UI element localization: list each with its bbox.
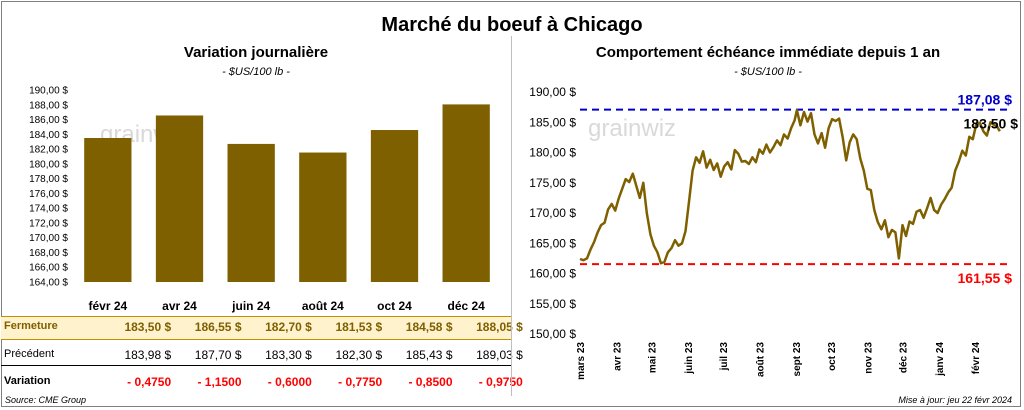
x-tick-label: sept 23: [792, 342, 803, 377]
y-tick-label: 190,00 $: [529, 85, 576, 99]
fermeture-cell: 183,50 $: [124, 320, 172, 334]
y-tick-label: 166,00 $: [29, 263, 68, 274]
y-tick-label: 170,00 $: [29, 233, 68, 244]
precedent-cell: 185,43 $: [405, 348, 453, 362]
x-tick-label: avr 24: [162, 299, 197, 313]
y-tick-label: 184,00 $: [29, 130, 68, 141]
fermeture-cell: 188,05 $: [476, 320, 523, 334]
x-tick-label: mai 23: [648, 342, 659, 374]
bar: [370, 130, 419, 282]
x-tick-label: nov 23: [863, 342, 874, 374]
watermark: grainwiz: [588, 115, 676, 142]
y-tick-label: 150,00 $: [529, 327, 576, 341]
main-title: Marché du boeuf à Chicago: [381, 14, 643, 36]
y-tick-label: 176,00 $: [29, 189, 68, 200]
x-tick-label: juin 23: [684, 342, 695, 375]
y-tick-label: 175,00 $: [529, 176, 576, 190]
x-tick-label: avr 23: [612, 342, 623, 371]
x-tick-label: oct 24: [377, 299, 412, 313]
right-line-chart: 150,00 $ 155,00 $ 160,00 $ 165,00 $ 170,00 $…: [529, 85, 1019, 380]
source-note: Source: CME Group: [5, 395, 87, 405]
precedent-cell: 183,98 $: [124, 348, 172, 362]
right-chart-subtitle: - $US/100 lb -: [734, 66, 802, 78]
variation-cell: - 0,7750: [338, 375, 383, 389]
x-tick-label: janv 24: [935, 342, 946, 377]
y-tick-label: 182,00 $: [29, 145, 68, 156]
left-chart-title: Variation journalière: [183, 44, 329, 61]
variation-label: Variation: [4, 375, 51, 387]
variation-cell: - 1,1500: [197, 375, 242, 389]
y-tick-label: 155,00 $: [529, 297, 576, 311]
last-value-label: 183,50 $: [964, 115, 1019, 131]
variation-cell: - 0,4750: [127, 375, 172, 389]
fermeture-cell: 186,55 $: [194, 320, 242, 334]
y-tick-label: 180,00 $: [529, 146, 576, 160]
precedent-band: [1, 343, 511, 366]
y-tick-label: 185,00 $: [529, 115, 576, 129]
y-tick-label: 174,00 $: [29, 204, 68, 215]
left-chart-subtitle: - $US/100 lb -: [222, 66, 290, 78]
y-tick-label: 172,00 $: [29, 218, 68, 229]
x-tick-label: févr 24: [88, 299, 127, 313]
bar: [155, 115, 204, 282]
update-note: Mise à jour: jeu 22 févr 2024: [898, 395, 1012, 405]
x-tick-label: mars 23: [576, 342, 587, 380]
fermeture-cell: 184,58 $: [405, 320, 453, 334]
bar: [227, 143, 275, 282]
y-tick-label: 178,00 $: [29, 174, 68, 185]
bar: [84, 138, 132, 282]
bar: [299, 152, 347, 282]
max-label: 187,08 $: [958, 92, 1013, 108]
x-tick-label: déc 24: [447, 299, 485, 313]
precedent-cell: 187,70 $: [194, 348, 242, 362]
panel-divider: [511, 36, 512, 396]
y-tick-label: 165,00 $: [529, 236, 576, 250]
variation-cell: - 0,9750: [478, 375, 523, 389]
x-tick-label: oct 23: [827, 342, 838, 371]
variation-cell: - 0,6000: [267, 375, 312, 389]
precedent-cell: 183,30 $: [265, 348, 312, 362]
variation-cell: - 0,8500: [408, 375, 453, 389]
y-tick-label: 186,00 $: [29, 115, 68, 126]
y-tick-label: 164,00 $: [29, 278, 68, 289]
y-tick-label: 170,00 $: [529, 206, 576, 220]
y-tick-label: 190,00 $: [29, 86, 68, 97]
fermeture-cell: 181,53 $: [335, 320, 383, 334]
x-tick-label: juil 23: [719, 342, 730, 372]
precedent-cell: 182,30 $: [335, 348, 383, 362]
x-tick-label: déc 23: [898, 342, 909, 374]
y-tick-label: 180,00 $: [29, 159, 68, 170]
y-tick-label: 168,00 $: [29, 248, 68, 259]
precedent-cell: 189,03 $: [476, 348, 523, 362]
fermeture-cell: 182,70 $: [265, 320, 312, 334]
left-bar-chart: 164,00 $ 166,00 $ 168,00 $ 170,00 $ 172,00 $…: [29, 86, 490, 313]
x-tick-label: août 24: [302, 299, 344, 313]
fermeture-band: [1, 316, 511, 340]
price-line: [579, 108, 1001, 265]
x-tick-label: juin 24: [231, 299, 270, 313]
fermeture-label: Fermeture: [4, 320, 58, 332]
x-tick-label: févr 24: [971, 342, 982, 375]
precedent-label: Précédent: [4, 348, 55, 360]
right-chart-title: Comportement échéance immédiate depuis 1…: [595, 44, 941, 61]
min-label: 161,55 $: [958, 270, 1013, 286]
y-tick-label: 188,00 $: [29, 100, 68, 111]
y-tick-label: 160,00 $: [529, 267, 576, 281]
x-tick-label: août 23: [755, 342, 766, 377]
bar: [442, 104, 490, 283]
